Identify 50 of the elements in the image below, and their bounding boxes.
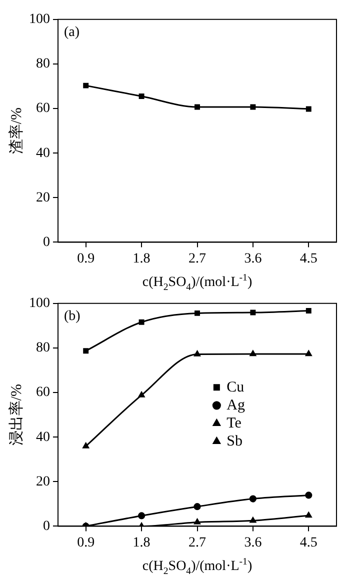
point [250,350,256,356]
point [305,350,312,356]
point [138,319,144,325]
point [138,94,144,99]
x-tick-label: 4.5 [300,251,318,266]
y-tick-label: 0 [43,518,50,534]
point [83,82,89,88]
y-tick-label: 20 [36,474,50,490]
x-tick-label: 2.7 [188,535,206,550]
point [82,442,90,448]
y-tick-label: 100 [29,296,50,312]
legend-label: Ag [226,397,246,414]
y-tick-label: 0 [43,234,50,250]
point [305,492,312,499]
point [194,503,201,510]
y-tick-label: 80 [36,340,50,356]
y-tick-label: 20 [36,190,50,206]
point [194,104,200,110]
point [83,348,89,354]
point [249,495,256,502]
point [305,512,312,518]
x-tick-label: 3.6 [244,535,262,550]
point [138,392,145,398]
x-tick-label: 0.9 [77,535,95,550]
x-tick-label: 3.6 [244,251,262,266]
annotation: (a) [64,25,80,40]
x-tick-label: 4.5 [300,535,318,550]
point [138,512,146,520]
x-tick-label: 1.8 [132,535,150,550]
y-tick-label: 80 [36,56,50,72]
x-tick-label: 1.8 [132,251,150,266]
y-axis-title: 浸出率/% [8,384,25,446]
x-tick-label: 0.9 [77,251,95,266]
legend-label: Te [226,415,242,432]
y-tick-label: 40 [36,430,50,445]
point [194,310,200,316]
y-tick-label: 40 [36,146,50,161]
legend-label: Cu [226,379,245,396]
y-tick-label: 60 [36,101,50,116]
point [250,310,256,316]
y-tick-label: 100 [29,12,50,28]
annotation: (b) [64,309,81,324]
point [306,308,312,314]
point [250,104,256,110]
point [306,106,312,112]
x-tick-label: 2.7 [188,251,206,266]
legend-label: Sb [226,433,243,450]
y-tick-label: 60 [36,385,50,400]
point [250,517,256,523]
y-axis-title: 渣率/% [8,107,25,154]
